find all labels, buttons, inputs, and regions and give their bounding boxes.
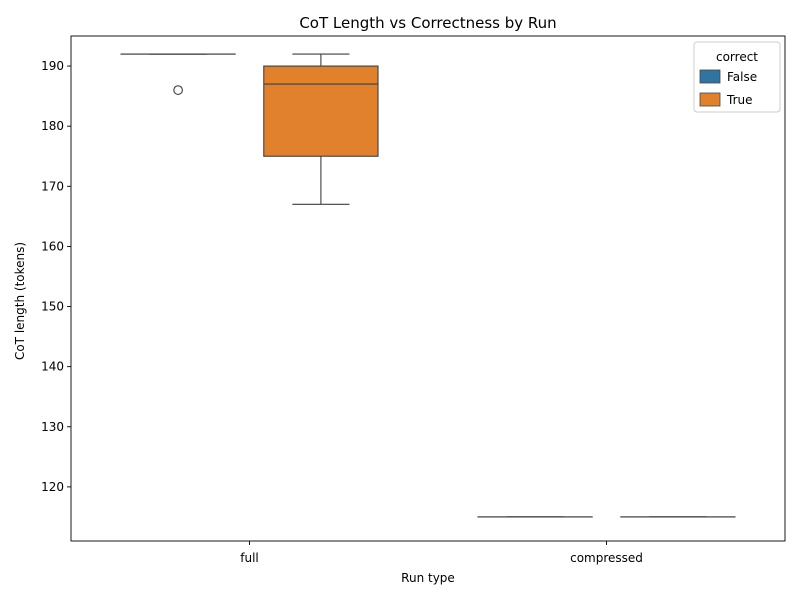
legend-label-true: True bbox=[726, 93, 753, 107]
y-tick-label: 150 bbox=[41, 300, 64, 314]
legend-label-false: False bbox=[727, 70, 757, 84]
legend: correct False True bbox=[693, 41, 781, 113]
box bbox=[263, 65, 379, 157]
legend-title: correct bbox=[716, 50, 758, 64]
y-tick-label: 120 bbox=[41, 480, 64, 494]
chart-title: CoT Length vs Correctness by Run bbox=[299, 14, 556, 32]
plot-frame bbox=[70, 35, 786, 542]
y-tick-label: 190 bbox=[41, 59, 64, 73]
x-tick-label: full bbox=[240, 551, 259, 565]
x-tick-label: compressed bbox=[570, 551, 643, 565]
y-tick-label: 170 bbox=[41, 179, 64, 193]
plot-area: 120 130 140 150 160 170 180 190 full compressed bbox=[41, 35, 786, 565]
legend-swatch-false bbox=[699, 69, 721, 84]
y-tick-label: 130 bbox=[41, 420, 64, 434]
y-tick-label: 180 bbox=[41, 119, 64, 133]
x-axis-label: Run type bbox=[401, 571, 455, 585]
y-tick-label: 160 bbox=[41, 239, 64, 253]
y-axis-label: CoT length (tokens) bbox=[13, 242, 27, 360]
legend-swatch-true bbox=[699, 92, 721, 107]
y-tick-label: 140 bbox=[41, 360, 64, 374]
outlier-point bbox=[173, 85, 183, 95]
